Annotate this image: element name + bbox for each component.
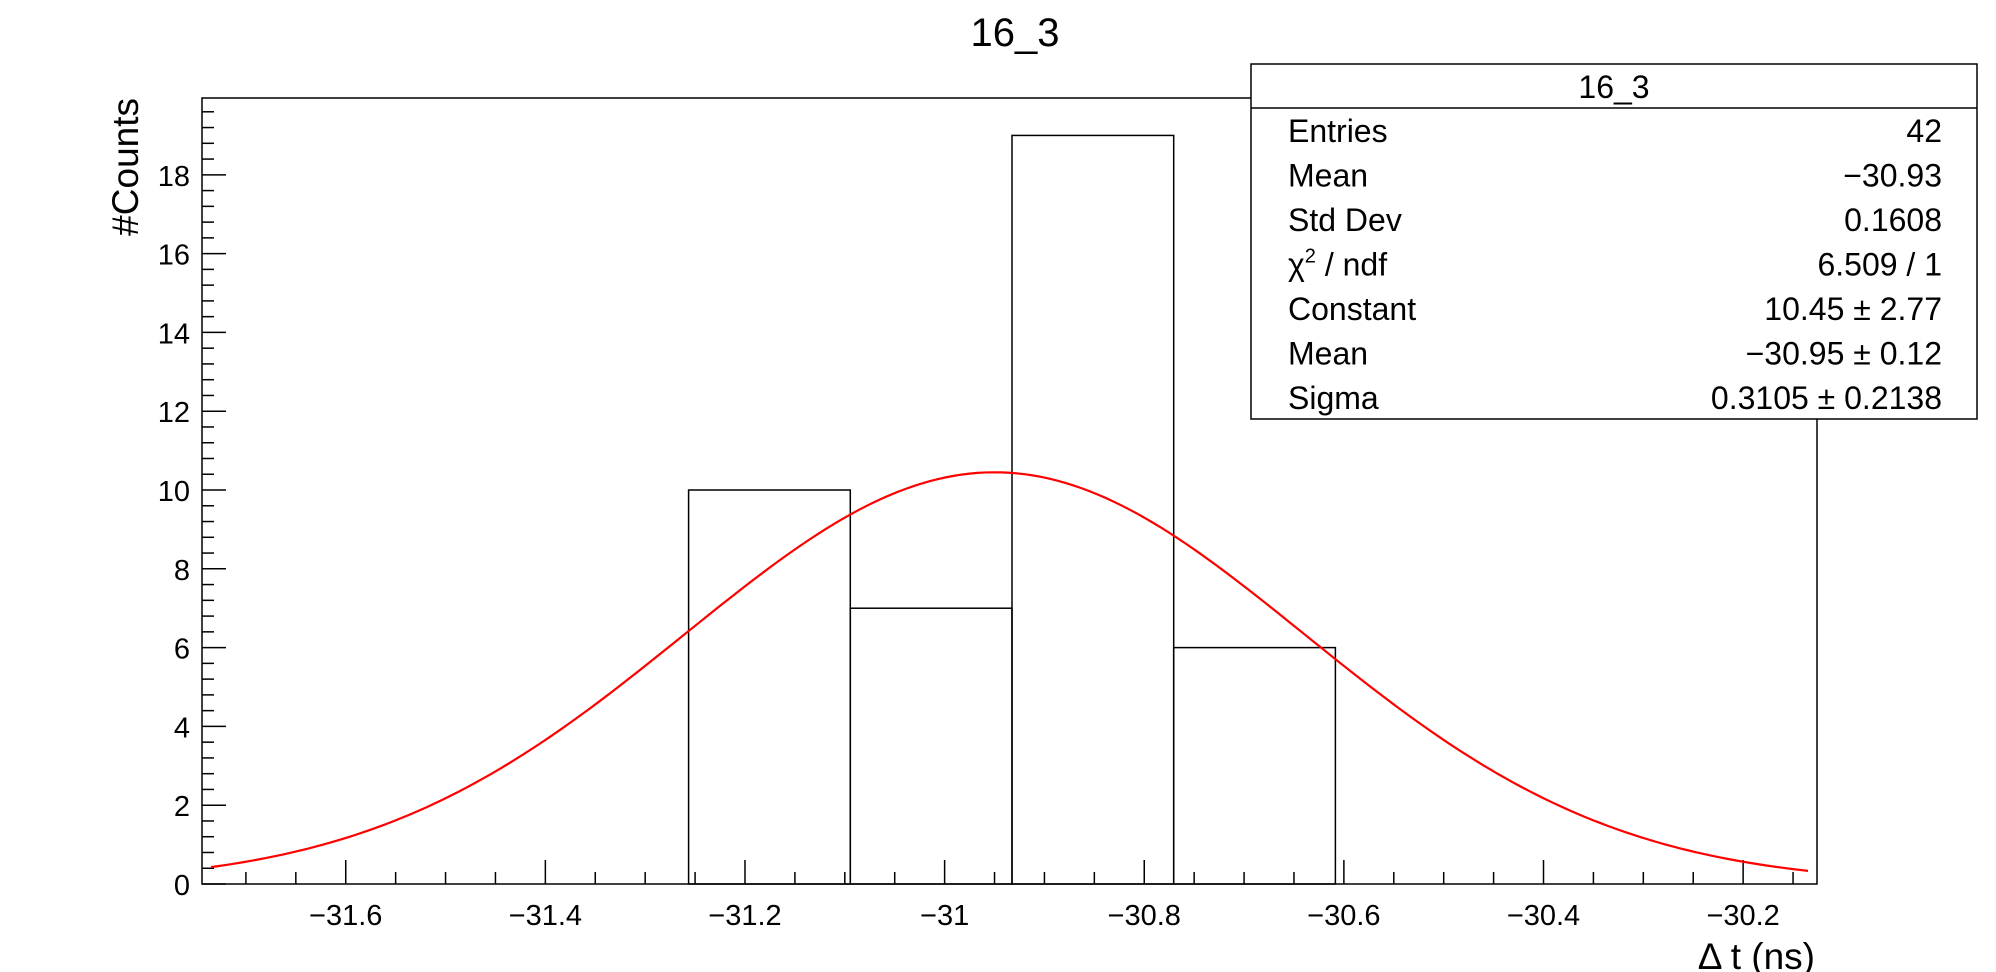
x-tick-label: −30.2 <box>1706 900 1779 932</box>
y-tick-label: 0 <box>174 870 190 902</box>
stats-box: 16_3 Entries 42 Mean −30.93 Std Dev 0.1608 χ2 … <box>1250 63 1978 420</box>
stats-row-label-text: Sigma <box>1288 380 1379 416</box>
y-tick-label: 10 <box>158 476 190 508</box>
x-axis: −31.6 −31.4 −31.2 −31 −30.8 −30.6 −30.4 −30.2 <box>245 860 1794 932</box>
histogram <box>687 134 1337 885</box>
y-tick-label: 16 <box>158 240 190 272</box>
stats-box-frame <box>1250 63 1978 420</box>
stats-row-label-text: Mean <box>1288 336 1368 372</box>
stats-row-value: −30.93 <box>1843 158 1942 194</box>
histogram-bin <box>1172 646 1337 885</box>
stats-row-label: Mean <box>1288 336 1368 372</box>
histogram-bin <box>1011 134 1175 885</box>
y-tick-label: 18 <box>158 161 190 193</box>
x-tick-label: −31.4 <box>509 900 582 932</box>
stats-row-label-text: Entries <box>1288 113 1388 149</box>
y-tick-label: 2 <box>174 791 190 823</box>
stats-row-label: Std Dev <box>1288 202 1402 238</box>
x-tick-label: −31.2 <box>708 900 781 932</box>
x-tick-label: −31.6 <box>309 900 382 932</box>
y-axis-label: #Counts <box>105 98 146 236</box>
stats-box-title: 16_3 <box>1578 69 1649 105</box>
x-tick-label: −30.8 <box>1108 900 1181 932</box>
y-tick-label: 12 <box>158 397 190 429</box>
stats-row-label-text: Mean <box>1288 158 1368 194</box>
stats-row-label-sup: 2 <box>1305 246 1316 268</box>
x-tick-label: −30.4 <box>1507 900 1580 932</box>
gaussian-fit <box>210 471 1809 872</box>
y-tick-label: 14 <box>158 318 190 350</box>
y-tick-label: 8 <box>174 555 190 587</box>
y-axis: 0 2 4 6 8 10 12 14 16 18 <box>158 111 226 902</box>
stats-rows: Entries 42 Mean −30.93 Std Dev 0.1608 χ2 / ndf… <box>1288 113 1942 416</box>
stats-row-label-text: Constant <box>1288 291 1416 327</box>
stats-row-label-rest: / ndf <box>1316 247 1387 283</box>
x-tick-label: −30.6 <box>1307 900 1380 932</box>
stats-row-label: Sigma <box>1288 380 1379 416</box>
stats-row-value: 42 <box>1906 113 1942 149</box>
stats-row-label: Constant <box>1288 291 1416 327</box>
fit-curve <box>210 471 1809 872</box>
stats-row-value: 10.45 ± 2.77 <box>1764 291 1942 327</box>
x-axis-label: Δ t (ns) <box>1698 936 1815 972</box>
stats-row-label: Mean <box>1288 158 1368 194</box>
stats-row-value: −30.95 ± 0.12 <box>1746 336 1942 372</box>
stats-row-label: Entries <box>1288 113 1388 149</box>
y-tick-label: 4 <box>174 712 190 744</box>
y-tick-label: 6 <box>174 634 190 666</box>
stats-row-value: 6.509 / 1 <box>1817 247 1942 283</box>
stats-row-label-text: Std Dev <box>1288 202 1402 238</box>
stats-row-label-text: χ <box>1288 247 1305 283</box>
stats-row-value: 0.1608 <box>1844 202 1942 238</box>
x-tick-label: −31 <box>920 900 969 932</box>
chart-title: 16_3 <box>971 11 1060 55</box>
stats-row-value: 0.3105 ± 0.2138 <box>1711 380 1942 416</box>
stats-row-label: χ2 / ndf <box>1288 246 1387 283</box>
